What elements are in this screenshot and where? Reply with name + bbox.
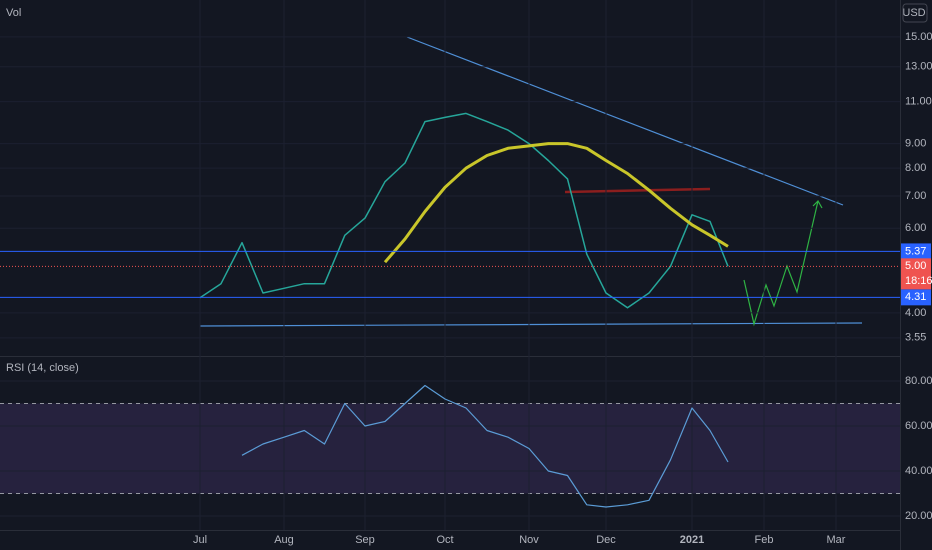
last-price-badge: [901, 258, 931, 290]
x-tick-label: Sep: [355, 534, 375, 546]
projection-arrow: [812, 200, 823, 209]
y-tick-label: 4.00: [905, 307, 926, 319]
price-level-badge: [901, 289, 931, 306]
support-line[interactable]: [199, 322, 863, 327]
x-tick-label: Feb: [755, 534, 774, 546]
y-tick-label: 3.55: [905, 332, 926, 344]
x-tick-label: Oct: [436, 534, 453, 546]
countdown-label: 18:16: [905, 275, 932, 287]
y-tick-label: 60.00: [905, 420, 932, 432]
price-level-badge: [901, 243, 931, 260]
y-tick-label: 20.00: [905, 510, 932, 522]
y-tick-label: 9.00: [905, 137, 926, 149]
price-line: [199, 112, 729, 309]
x-tick-label: Nov: [519, 534, 539, 546]
price-level-label: 5.37: [905, 245, 926, 257]
x-tick-label: Mar: [827, 534, 846, 546]
volume-label: Vol: [6, 7, 21, 19]
currency-box[interactable]: [902, 3, 928, 23]
rsi-line: [241, 384, 729, 508]
y-tick-label: 6.00: [905, 222, 926, 234]
x-tick-label: Dec: [596, 534, 616, 546]
moving-average-line: [383, 142, 729, 264]
rsi-title: RSI (14, close): [6, 362, 79, 374]
trend-line[interactable]: [406, 36, 844, 206]
y-tick-label: 7.00: [905, 190, 926, 202]
y-tick-label: 15.00: [905, 31, 932, 43]
projection-path[interactable]: [743, 200, 819, 327]
y-tick-label: 80.00: [905, 375, 932, 387]
rsi-band-fill: [0, 403, 900, 494]
y-tick-label: 40.00: [905, 465, 932, 477]
x-tick-label: 2021: [680, 534, 704, 546]
x-tick-label: Jul: [193, 534, 207, 546]
x-tick-label: Aug: [274, 534, 294, 546]
y-tick-label: 13.00: [905, 61, 932, 73]
y-tick-label: 8.00: [905, 162, 926, 174]
currency-label[interactable]: USD: [902, 7, 925, 19]
y-tick-label: 11.00: [905, 96, 932, 108]
price-level-label: 4.31: [905, 291, 926, 303]
resistance-line[interactable]: [564, 187, 711, 194]
last-price-label: 5.00: [905, 260, 926, 272]
